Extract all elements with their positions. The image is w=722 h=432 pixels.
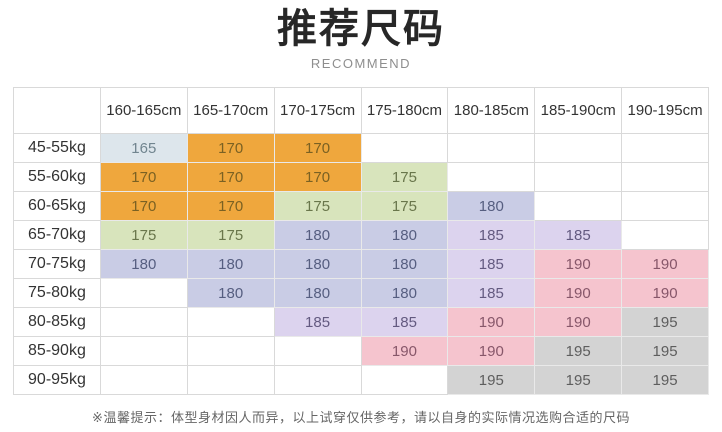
size-cell: 180: [273, 249, 362, 279]
table-row: 75-80kg 180 180 180 185 190 190: [13, 278, 709, 308]
size-cell: 175: [186, 220, 275, 250]
size-cell: 170: [186, 162, 275, 192]
size-cell: 170: [186, 191, 275, 221]
size-cell: 170: [99, 162, 188, 192]
size-cell: 185: [447, 220, 536, 250]
row-label: 65-70kg: [13, 220, 101, 250]
row-label: 80-85kg: [13, 307, 101, 337]
size-cell: 175: [360, 162, 449, 192]
size-cell: 190: [621, 249, 709, 279]
size-cell: 190: [621, 278, 709, 308]
row-label: 60-65kg: [13, 191, 101, 221]
column-header: 175-180cm: [360, 87, 449, 134]
size-cell: 180: [99, 249, 188, 279]
size-cell: 180: [186, 278, 275, 308]
size-cell: 180: [186, 249, 275, 279]
size-cell: 195: [621, 336, 709, 366]
size-cell: 175: [99, 220, 188, 250]
size-cell: 195: [621, 307, 709, 337]
size-table-body: 45-55kg 165 170 170 55-60kg 170 170 170 175 60-65…: [13, 133, 709, 395]
empty-cell: [186, 307, 275, 337]
table-row: 65-70kg 175 175 180 180 185 185: [13, 220, 709, 250]
size-cell: 175: [273, 191, 362, 221]
size-cell: 165: [99, 133, 188, 163]
size-cell: 185: [360, 307, 449, 337]
row-label: 70-75kg: [13, 249, 101, 279]
size-table: 160-165cm 165-170cm 170-175cm 175-180cm 180-…: [13, 87, 709, 395]
table-row: 55-60kg 170 170 170 175: [13, 162, 709, 192]
empty-cell: [360, 133, 449, 163]
size-cell: 180: [273, 278, 362, 308]
column-header: 170-175cm: [273, 87, 362, 134]
size-cell: 175: [360, 191, 449, 221]
empty-cell: [99, 336, 188, 366]
size-chart-page: 推荐尺码 RECOMMEND 160-165cm 165-170cm 170-175…: [0, 5, 722, 432]
empty-cell: [534, 162, 623, 192]
page-subtitle: RECOMMEND: [310, 56, 412, 71]
empty-cell: [621, 162, 709, 192]
table-row: 60-65kg 170 170 175 175 180: [13, 191, 709, 221]
table-row: 45-55kg 165 170 170: [13, 133, 709, 163]
size-cell: 190: [534, 249, 623, 279]
row-label: 90-95kg: [13, 365, 101, 395]
empty-cell: [186, 336, 275, 366]
column-header: 185-190cm: [534, 87, 623, 134]
column-header: 160-165cm: [99, 87, 188, 134]
empty-cell: [99, 278, 188, 308]
size-cell: 180: [360, 249, 449, 279]
empty-cell: [447, 133, 536, 163]
table-row: 80-85kg 185 185 190 190 195: [13, 307, 709, 337]
empty-cell: [360, 365, 449, 395]
empty-cell: [186, 365, 275, 395]
page-title: 推荐尺码: [277, 7, 445, 51]
size-cell: 195: [621, 365, 709, 395]
size-cell: 180: [273, 220, 362, 250]
size-cell: 195: [447, 365, 536, 395]
size-cell: 190: [447, 336, 536, 366]
row-label: 45-55kg: [13, 133, 101, 163]
size-cell: 185: [273, 307, 362, 337]
table-row: 85-90kg 190 190 195 195: [13, 336, 709, 366]
empty-cell: [99, 365, 188, 395]
empty-cell: [621, 191, 709, 221]
table-row: 70-75kg 180 180 180 180 185 190 190: [13, 249, 709, 279]
size-cell: 170: [273, 162, 362, 192]
table-row: 90-95kg 195 195 195: [13, 365, 709, 395]
row-label: 85-90kg: [13, 336, 101, 366]
row-label: 75-80kg: [13, 278, 101, 308]
corner-cell: [13, 87, 101, 134]
size-cell: 185: [447, 249, 536, 279]
column-header: 180-185cm: [447, 87, 536, 134]
empty-cell: [273, 336, 362, 366]
empty-cell: [621, 220, 709, 250]
size-cell: 185: [447, 278, 536, 308]
size-cell: 195: [534, 365, 623, 395]
row-label: 55-60kg: [13, 162, 101, 192]
empty-cell: [621, 133, 709, 163]
size-cell: 170: [273, 133, 362, 163]
empty-cell: [534, 133, 623, 163]
size-cell: 190: [534, 307, 623, 337]
size-cell: 190: [534, 278, 623, 308]
header-row: 160-165cm 165-170cm 170-175cm 175-180cm 180-…: [13, 87, 709, 134]
size-cell: 180: [447, 191, 536, 221]
column-header: 165-170cm: [186, 87, 275, 134]
size-cell: 195: [534, 336, 623, 366]
empty-cell: [534, 191, 623, 221]
size-cell: 190: [447, 307, 536, 337]
size-cell: 180: [360, 220, 449, 250]
empty-cell: [99, 307, 188, 337]
empty-cell: [447, 162, 536, 192]
empty-cell: [273, 365, 362, 395]
size-cell: 170: [186, 133, 275, 163]
size-cell: 185: [534, 220, 623, 250]
column-header: 190-195cm: [621, 87, 709, 134]
size-cell: 180: [360, 278, 449, 308]
size-cell: 170: [99, 191, 188, 221]
footer-note: ※温馨提示：体型身材因人而异，以上试穿仅供参考，请以自身的实际情况选购合适的尺码: [92, 410, 630, 425]
size-cell: 190: [360, 336, 449, 366]
